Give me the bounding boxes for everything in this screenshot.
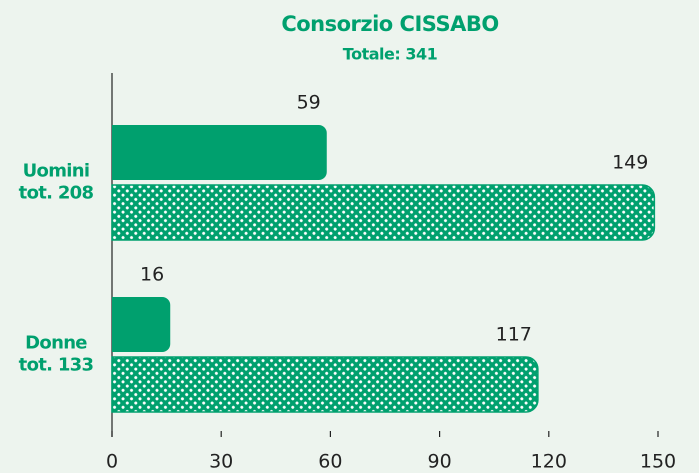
value-label: 16: [140, 264, 164, 286]
value-label: 117: [496, 324, 532, 346]
value-label: 59: [297, 92, 321, 114]
category-label: tot. 208: [19, 183, 94, 204]
x-tick-label: 60: [318, 451, 342, 473]
bar: [111, 356, 539, 413]
category-label: Donne: [25, 333, 87, 354]
x-tick-label: 30: [209, 451, 233, 473]
bar: [112, 297, 171, 352]
category-label: Uomini: [23, 161, 90, 182]
value-label: 149: [612, 152, 648, 174]
bar: [111, 184, 656, 241]
x-tick-label: 90: [428, 451, 452, 473]
x-tick-label: 150: [640, 451, 676, 473]
chart-title: Consorzio CISSABO: [281, 12, 498, 36]
bar: [112, 125, 327, 180]
chart-subtitle: Totale: 341: [343, 45, 438, 64]
x-tick-label: 120: [531, 451, 567, 473]
category-label: tot. 133: [19, 355, 94, 376]
x-tick-label: 0: [106, 451, 118, 473]
